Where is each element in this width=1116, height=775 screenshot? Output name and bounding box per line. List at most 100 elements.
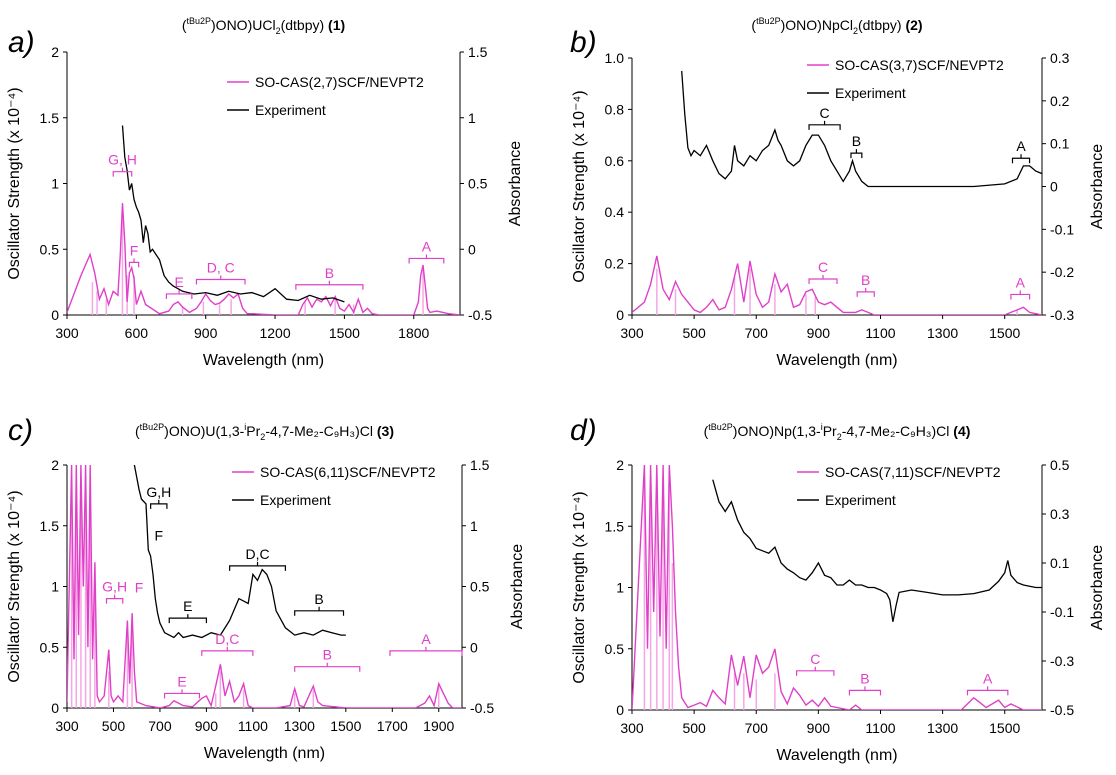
annotation-bracket [165, 289, 193, 299]
y2-tick-label: 0.5 [468, 176, 488, 192]
panel-label: d) [570, 414, 597, 447]
y-tick-label: 0.5 [605, 641, 625, 657]
x-tick-label: 300 [55, 718, 79, 734]
calc-series-line [632, 465, 1042, 710]
experiment-series-line [121, 125, 345, 303]
annotation-bracket [850, 149, 863, 159]
legend-entry: SO-CAS(2,7)SCF/NEVPT2 [255, 74, 424, 90]
annotation-bracket [168, 614, 208, 624]
y2-tick-label: 0.5 [470, 579, 490, 595]
annotation-label: D,C [215, 631, 239, 647]
annotation-bracket [229, 561, 287, 571]
experiment-series-line [712, 479, 1042, 622]
annotation-label: E [183, 598, 192, 614]
y2-tick-label: -0.1 [1050, 221, 1074, 237]
y-tick-label: 2 [51, 457, 59, 473]
y-axis-label: Oscillator Strength (x 10⁻⁴) [6, 490, 23, 682]
y2-axis-label: Absorbance [1089, 545, 1106, 630]
y2-tick-label: -0.3 [1050, 307, 1074, 323]
chart-panel-c: c) (tBu2P)ONO)U(1,3-iPr2-4,7-Me₂-C₉H₃)Cl … [6, 414, 526, 762]
x-tick-label: 700 [148, 718, 172, 734]
annotation-label: B [861, 272, 870, 288]
legend-entry: Experiment [255, 102, 326, 118]
x-tick-label: 1100 [238, 718, 268, 734]
y-tick-label: 1.5 [40, 110, 60, 126]
y-tick-label: 1 [616, 580, 624, 596]
annotation-bracket [408, 254, 445, 264]
calc-series-line [632, 255, 1042, 315]
x-axis-label: Wavelength (nm) [203, 352, 324, 369]
annotation-bracket [808, 275, 838, 285]
annotation-label: B [325, 265, 334, 281]
annotation-bracket [294, 606, 345, 616]
annotation-bracket [112, 167, 133, 177]
annotation-bracket [294, 662, 361, 672]
y-tick-label: 1 [51, 176, 59, 192]
y2-tick-label: 0.3 [1050, 506, 1070, 522]
annotation-bracket [201, 646, 254, 656]
y-tick-label: 1 [51, 579, 59, 595]
annotation-bracket [856, 287, 875, 297]
x-tick-label: 900 [807, 720, 831, 736]
y2-axis-label: Absorbance [509, 544, 526, 629]
y-tick-label: 1.5 [40, 518, 60, 534]
y-axis-label: Oscillator Strength (x 10⁻⁴) [6, 87, 23, 279]
annotation-label: F [130, 242, 139, 258]
y2-tick-label: 1 [470, 518, 478, 534]
chart-title: (tBu2P)ONO)NpCl2(dtbpy) (2) [751, 16, 922, 36]
y-tick-label: 0 [51, 307, 59, 323]
chart-panel-a: a)(tBu2P)ONO)UCl2(dtbpy) (1)300 600 900 120… [6, 16, 524, 369]
x-tick-label: 500 [102, 718, 126, 734]
y-tick-label: 0.5 [40, 241, 60, 257]
annotation-bracket [389, 646, 463, 656]
annotation-bracket [150, 499, 168, 509]
y2-tick-label: -0.5 [1050, 702, 1074, 718]
annotation-label: B [323, 647, 332, 663]
x-tick-label: 1100 [865, 720, 895, 736]
y-tick-label: 0 [51, 700, 59, 716]
calc-series-line [67, 203, 460, 315]
annotation-label: B [314, 591, 323, 607]
y-tick-label: 0.2 [605, 256, 625, 272]
y-tick-label: 0 [616, 702, 624, 718]
annotation-label: C [820, 105, 830, 121]
annotation-label: F [135, 580, 144, 596]
x-tick-label: 900 [195, 718, 219, 734]
annotation-label: F [154, 527, 163, 543]
annotation-bracket [966, 686, 1009, 696]
y-tick-label: 0.8 [605, 101, 625, 117]
y-tick-label: 0.5 [40, 639, 60, 655]
x-axis-label: Wavelength (nm) [776, 747, 897, 764]
annotation-label: E [174, 274, 183, 290]
annotation-label: G,H [146, 484, 171, 500]
chart-panel-d: d) (tBu2P)ONO)Np(1,3-iPr2-4,7-Me₂-C₉H₃)Cl… [570, 414, 1106, 764]
chart-title: (tBu2P)ONO)U(1,3-iPr2-4,7-Me₂-C₉H₃)Cl (3… [135, 422, 394, 442]
y2-tick-label: -0.1 [1050, 604, 1074, 620]
annotation-label: C [818, 259, 828, 275]
y2-tick-label: -0.5 [470, 700, 494, 716]
y-tick-label: 0.6 [605, 153, 625, 169]
legend-entry: SO-CAS(6,11)SCF/NEVPT2 [260, 464, 436, 480]
chart-title: (tBu2P)ONO)UCl2(dtbpy) (1) [182, 16, 345, 36]
y2-tick-label: -0.5 [468, 307, 492, 323]
annotation-label: A [1016, 274, 1026, 290]
x-tick-label: 1800 [398, 325, 429, 341]
legend-entry: SO-CAS(7,11)SCF/NEVPT2 [825, 464, 1001, 480]
annotation-label: B [852, 133, 861, 149]
x-tick-label: 300 [55, 325, 79, 341]
x-tick-label: 300 [620, 325, 644, 341]
x-tick-label: 500 [682, 720, 706, 736]
annotation-bracket [128, 258, 140, 268]
y2-tick-label: 1 [468, 110, 476, 126]
annotation-label: B [860, 670, 869, 686]
x-tick-label: 300 [620, 720, 644, 736]
experiment-series-line [681, 70, 1042, 188]
y2-tick-label: 0.3 [1050, 50, 1070, 66]
legend-entry: SO-CAS(3,7)SCF/NEVPT2 [835, 57, 1004, 73]
experiment-series-line [133, 465, 346, 639]
x-axis-label: Wavelength (nm) [776, 352, 897, 369]
y2-tick-label: 0.1 [1050, 136, 1070, 152]
annotation-bracket [195, 275, 246, 285]
annotation-label: D, C [207, 259, 235, 275]
y2-tick-label: -0.2 [1050, 264, 1074, 280]
